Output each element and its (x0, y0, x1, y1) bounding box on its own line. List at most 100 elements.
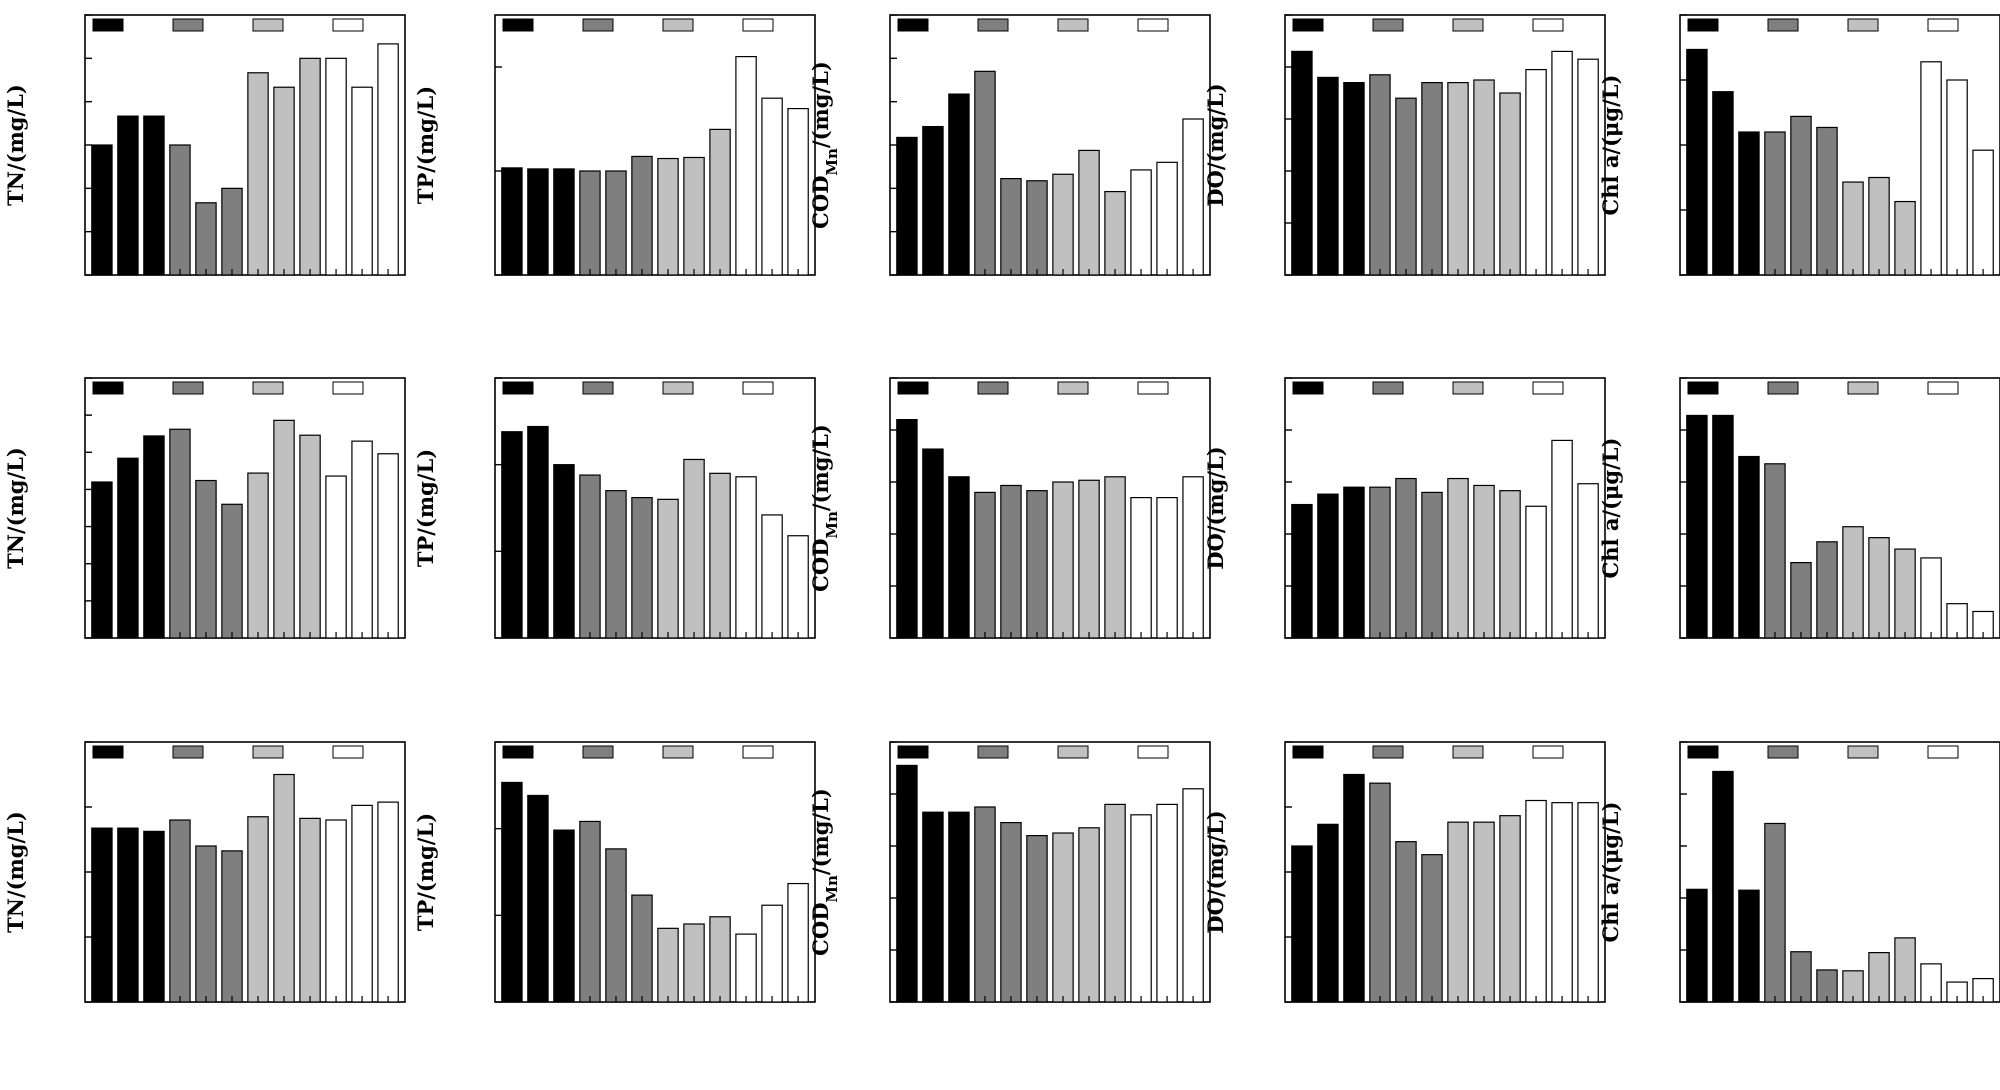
bar-month-8 (948, 811, 970, 1003)
bar-month-1 (1473, 79, 1495, 276)
chart-panel-f: TN/(mg/L) (3, 377, 406, 639)
legend-swatch-autumn (1372, 18, 1404, 32)
bar-month-7 (527, 168, 549, 276)
legend-swatch-winter (252, 745, 284, 759)
bar-month-12 (247, 72, 269, 276)
legend-swatch-spring (1137, 745, 1169, 759)
bar-month-10 (195, 202, 217, 276)
chart-panel-l: TP/(mg/L) (413, 741, 816, 1003)
bar-month-3 (1130, 169, 1152, 276)
bar-month-11 (1816, 541, 1838, 639)
legend-swatch-summer (1687, 745, 1719, 759)
bar-month-12 (657, 157, 679, 276)
bar-month-6 (896, 136, 918, 276)
bar-month-9 (579, 170, 601, 276)
bar-month-7 (922, 811, 944, 1003)
bar-month-2 (1104, 190, 1126, 276)
bar-month-7 (1712, 91, 1734, 276)
bar-month-10 (605, 170, 627, 276)
bar-month-7 (117, 115, 139, 276)
bar-month-1 (1078, 827, 1100, 1003)
legend-swatch-summer (1687, 381, 1719, 395)
bar-month-3 (735, 55, 757, 276)
legend-swatch-summer (92, 381, 124, 395)
bar-month-8 (143, 435, 165, 639)
bar-month-4 (1156, 803, 1178, 1003)
bar-month-8 (1343, 486, 1365, 639)
y-axis-label: TN/(mg/L) (3, 447, 28, 569)
legend-swatch-summer (1292, 18, 1324, 32)
bar-month-1 (683, 156, 705, 276)
legend-swatch-winter (1452, 745, 1484, 759)
bar-month-11 (1421, 854, 1443, 1003)
bar-month-4 (351, 440, 373, 639)
bar-month-12 (657, 927, 679, 1003)
bar-month-12 (1447, 821, 1469, 1003)
bar-month-10 (1790, 561, 1812, 639)
y-axis-label: Chl a/(μg/L) (1598, 438, 1623, 579)
bar-month-5 (1182, 788, 1204, 1003)
bar-month-2 (709, 916, 731, 1003)
bar-month-12 (1052, 173, 1074, 276)
bar-month-12 (1052, 832, 1074, 1003)
chart-panel-g: TP/(mg/L) (413, 377, 816, 639)
bar-month-11 (1026, 834, 1048, 1003)
bar-month-11 (1421, 491, 1443, 639)
legend-swatch-spring (742, 18, 774, 32)
chart-panel-i: DO/(mg/L) (1203, 377, 1606, 639)
bar-month-11 (221, 850, 243, 1003)
bar-month-1 (273, 86, 295, 276)
bar-month-7 (527, 425, 549, 639)
bar-month-7 (117, 827, 139, 1003)
bar-month-1 (1868, 176, 1890, 276)
bar-month-5 (1577, 802, 1599, 1003)
bar-month-4 (351, 804, 373, 1003)
bar-month-1 (1868, 951, 1890, 1003)
legend-swatch-summer (502, 381, 534, 395)
chart-panel-e: Chl a/(μg/L) (1598, 14, 2000, 276)
bar-month-3 (1525, 68, 1547, 276)
bar-month-7 (1712, 770, 1734, 1003)
bar-month-12 (1842, 526, 1864, 639)
bar-month-2 (1499, 815, 1521, 1003)
y-axis-label: DO/(mg/L) (1203, 446, 1228, 569)
bar-month-7 (527, 794, 549, 1003)
legend-swatch-winter (1057, 18, 1089, 32)
bar-month-4 (1551, 50, 1573, 276)
chart-panel-d: DO/(mg/L) (1203, 14, 1606, 276)
bar-month-11 (1816, 126, 1838, 276)
bar-month-10 (1790, 115, 1812, 276)
chart-panel-h: CODMn/(mg/L) (808, 377, 1211, 639)
bar-month-7 (1712, 414, 1734, 639)
legend-swatch-winter (662, 18, 694, 32)
bar-month-8 (948, 476, 970, 639)
bar-month-4 (1156, 161, 1178, 276)
plot-frame (1679, 741, 2000, 1003)
bar-month-12 (247, 816, 269, 1003)
legend-swatch-autumn (1767, 18, 1799, 32)
bar-month-2 (1499, 92, 1521, 276)
legend-swatch-summer (897, 18, 929, 32)
bar-month-3 (735, 476, 757, 639)
bar-month-8 (143, 830, 165, 1003)
bar-month-7 (1317, 823, 1339, 1003)
bar-month-4 (1551, 439, 1573, 639)
legend-swatch-spring (1532, 381, 1564, 395)
chart-panel-b: TP/(mg/L) (413, 14, 816, 276)
legend-swatch-spring (742, 381, 774, 395)
bar-month-9 (1764, 822, 1786, 1003)
plot-frame (1284, 377, 1606, 639)
bar-month-3 (1130, 497, 1152, 639)
bar-month-6 (501, 167, 523, 276)
bar-month-9 (1764, 463, 1786, 639)
plot-frame (494, 377, 816, 639)
bar-month-1 (273, 773, 295, 1003)
y-axis-label: CODMn/(mg/L) (808, 424, 841, 592)
bar-month-8 (1343, 773, 1365, 1003)
bar-month-9 (1369, 74, 1391, 276)
bar-month-9 (579, 820, 601, 1003)
bar-month-1 (1078, 479, 1100, 639)
y-axis-label: TN/(mg/L) (3, 811, 28, 933)
bar-month-6 (1291, 845, 1313, 1003)
bar-month-6 (501, 781, 523, 1003)
